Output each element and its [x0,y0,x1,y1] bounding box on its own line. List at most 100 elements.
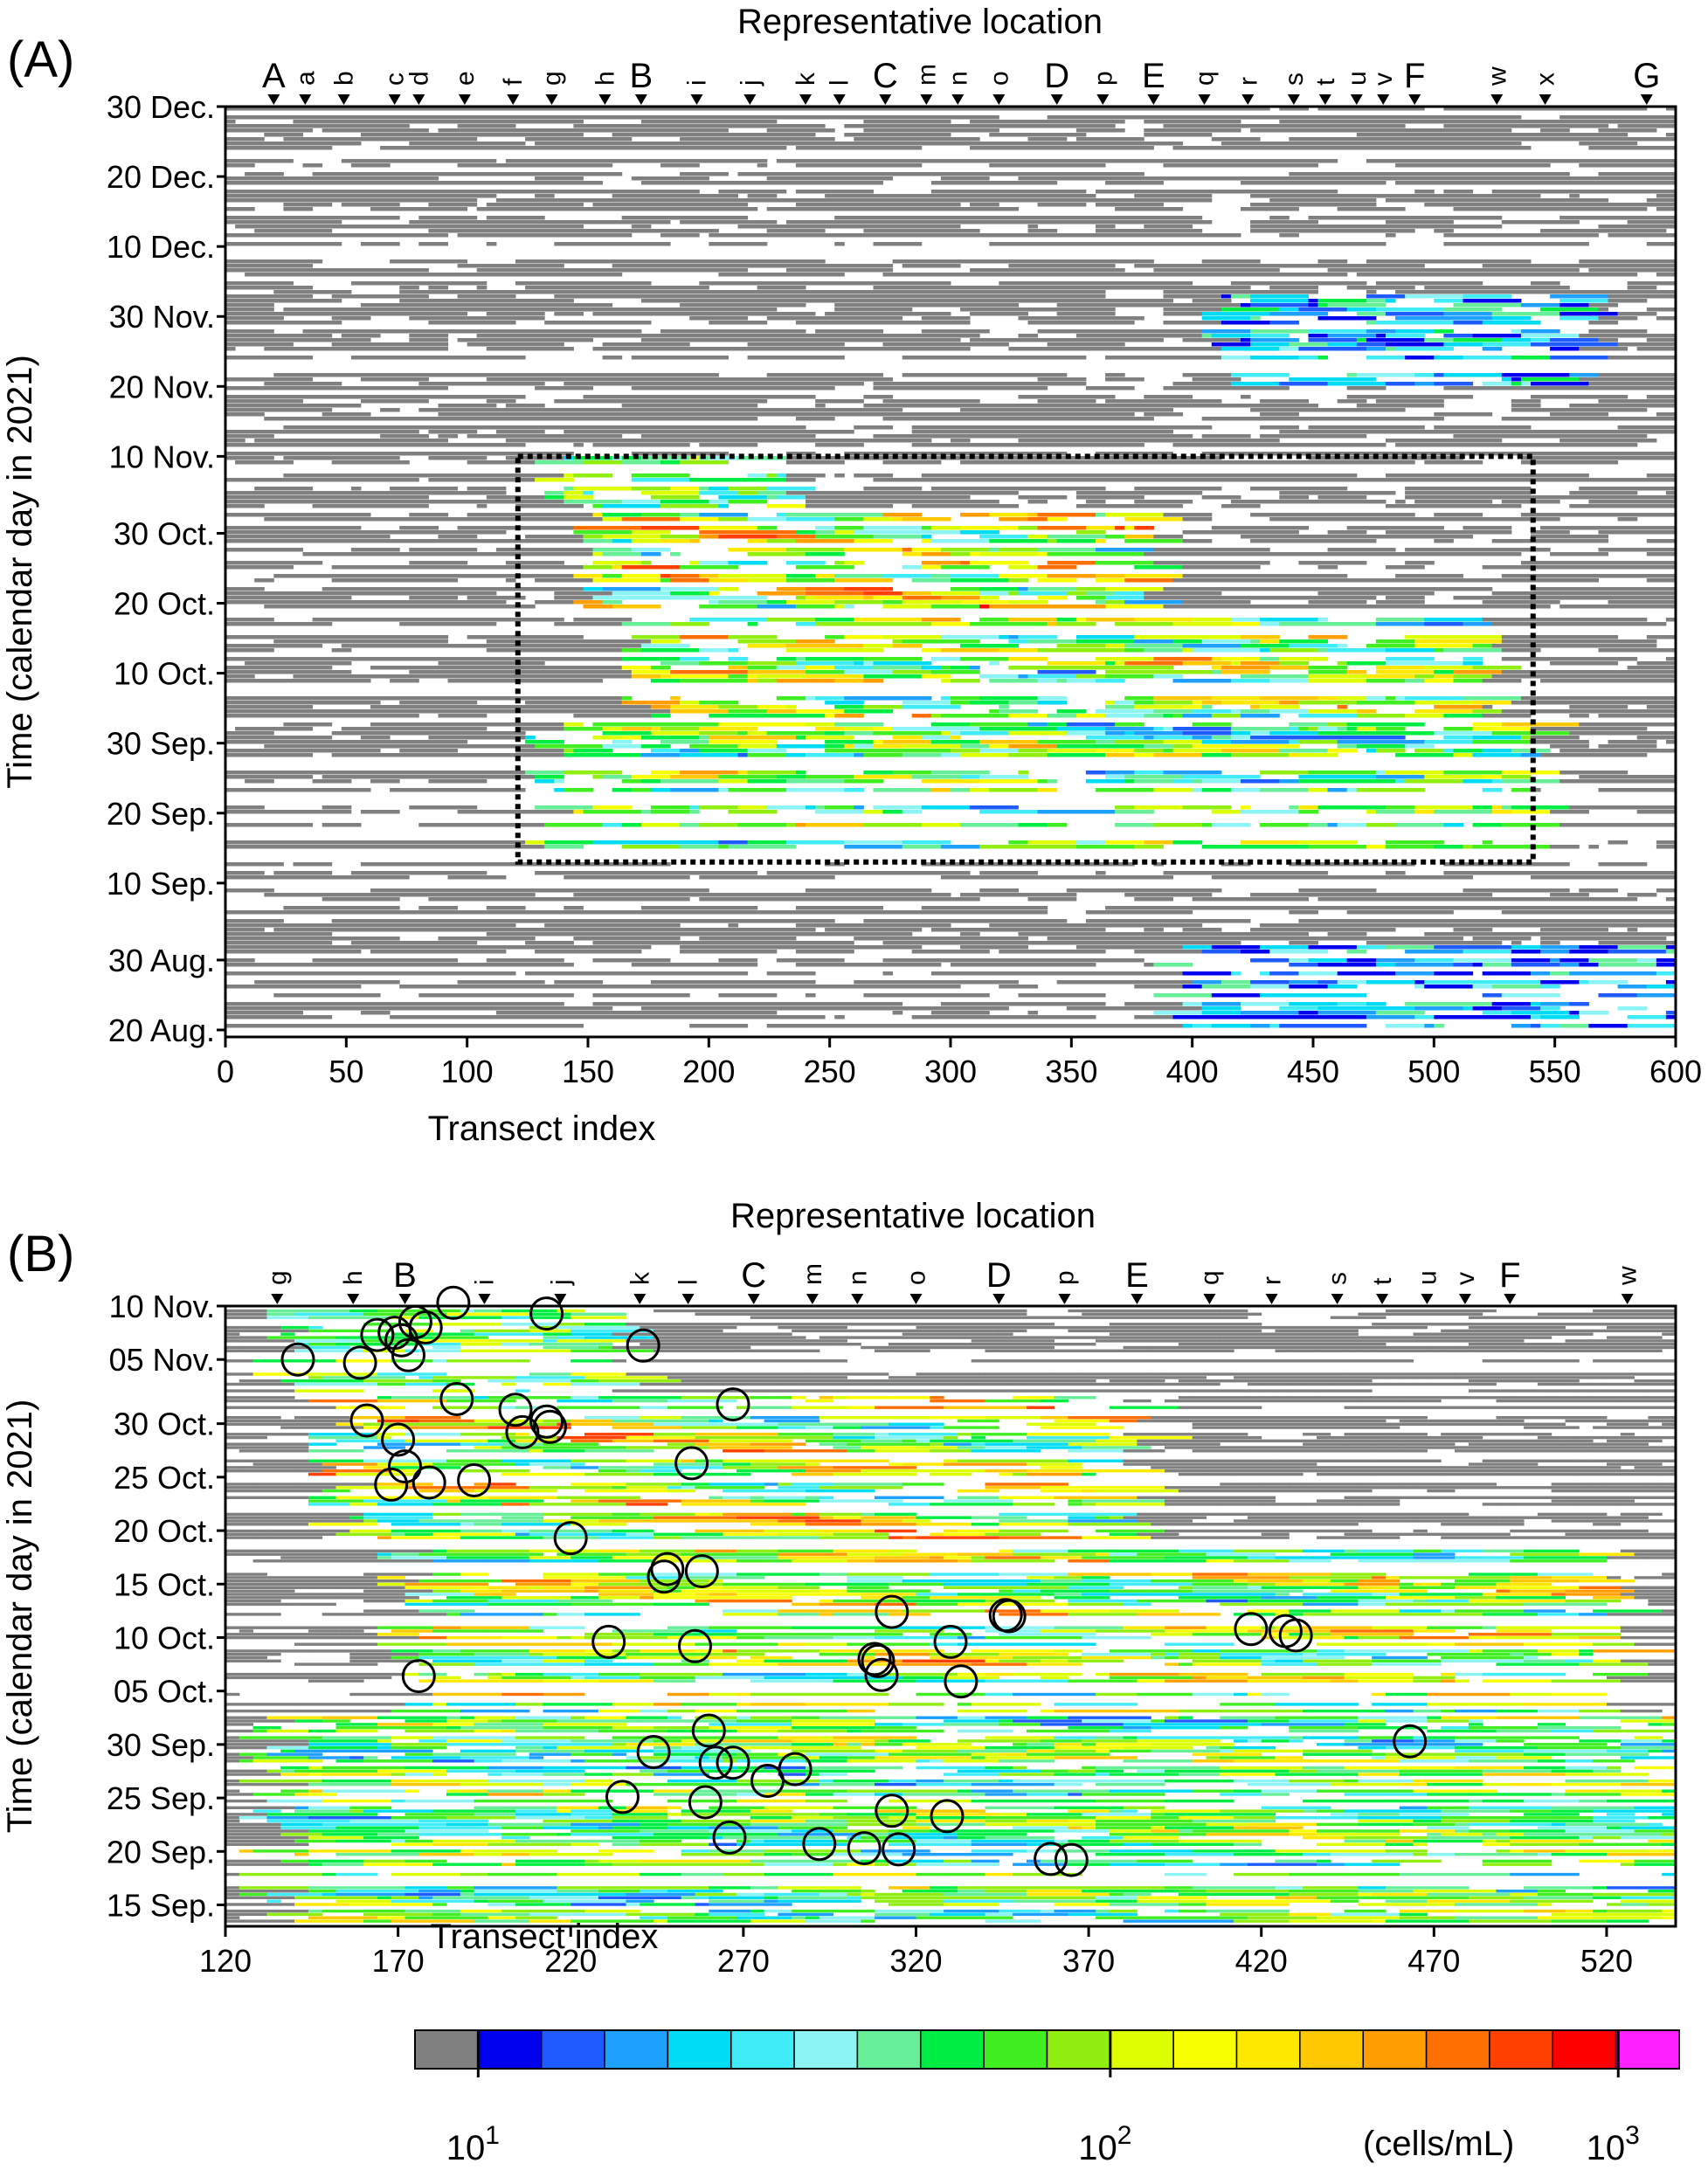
heat-cell [1153,753,1203,757]
heat-cell [1463,495,1503,500]
heat-cell [380,425,429,430]
heat-cell [1443,639,1503,644]
heat-cell [815,338,826,342]
heat-cell [515,587,536,591]
heat-cell [1501,504,1522,508]
heat-cell [1346,286,1358,290]
heat-cell [631,744,642,749]
heat-cell [1124,539,1184,543]
heat-cell [1134,701,1154,705]
heat-cell [1134,805,1184,810]
heat-cell [225,281,284,286]
heat-cell [583,871,623,875]
heat-cell [1356,936,1415,941]
heat-cell [322,128,381,133]
heat-cell [670,722,719,727]
heat-cell [1201,639,1251,644]
heat-cell [602,936,633,941]
heat-cell [902,701,951,705]
heat-cell [467,910,526,915]
heat-cell [844,635,884,639]
heat-cell [1250,985,1290,989]
heat-cell [1066,259,1096,264]
heat-cell [640,412,690,417]
heat-cell [350,727,391,731]
heat-cell [1375,281,1406,286]
heat-cell [892,644,923,648]
heat-cell [999,705,1009,709]
heat-cell [1646,395,1677,399]
heat-cell [728,674,749,679]
heat-cell [1096,941,1125,945]
heat-cell [312,513,371,517]
heat-cell [273,993,303,998]
heat-cell [747,779,787,784]
heat-cell [283,425,294,430]
heat-cell [273,334,333,338]
heat-cell [1491,478,1512,482]
heat-cell [390,788,400,792]
heat-cell [418,273,429,277]
heat-cell [554,1006,613,1011]
heat-cell [882,220,913,225]
heat-cell [882,159,913,163]
heat-cell [1317,452,1329,456]
heat-cell [921,382,980,386]
heat-cell [1501,932,1560,936]
heat-cell [1386,805,1415,810]
heat-cell [621,596,671,600]
heat-cell [283,487,314,491]
heat-cell [341,181,381,185]
heat-cell [1134,142,1184,146]
heat-cell [631,670,671,674]
heat-cell [418,788,468,792]
heat-cell [631,225,652,229]
heat-cell [1395,971,1435,976]
heat-cell [564,749,574,753]
heat-cell [592,1015,623,1019]
heat-cell [428,919,448,923]
heat-cell [699,823,739,827]
heat-cell [438,146,478,150]
heat-cell [409,600,439,605]
heat-cell [670,294,681,299]
heat-cell [1550,845,1580,849]
heat-cell [1289,980,1318,985]
heat-cell [1627,264,1638,268]
heat-cell [573,526,633,530]
heat-cell [1327,749,1358,753]
heat-cell [1559,216,1580,220]
heat-cell [970,722,1028,727]
heat-cell [293,299,342,303]
heat-cell [254,596,314,600]
heat-cell [1037,552,1048,556]
heat-cell [1008,264,1039,268]
heat-cell [602,190,661,194]
heat-cell [1559,264,1589,268]
heat-cell [1182,216,1203,220]
heat-cell [1346,203,1367,207]
heat-cell [1018,635,1058,639]
heat-cell [1241,644,1290,648]
heat-cell [1531,596,1541,600]
heat-cell [1434,163,1463,168]
heat-cell [331,919,391,923]
heat-cell [1279,932,1309,936]
heat-cell [1298,163,1318,168]
heat-cell [476,565,526,570]
heat-cell [1037,701,1068,705]
heat-cell [273,377,303,382]
heat-cell [1482,342,1532,347]
heat-cell [854,281,903,286]
heat-cell [495,661,545,666]
heat-cell [476,1024,507,1028]
heat-cell [1501,434,1560,439]
heat-cell [283,473,342,478]
heat-cell [225,338,245,342]
heat-cell [1153,561,1213,565]
heat-cell [689,888,709,893]
heat-cell [902,622,932,626]
heat-cell [1569,709,1619,714]
heat-cell [592,840,642,845]
heat-cell [1434,539,1454,543]
